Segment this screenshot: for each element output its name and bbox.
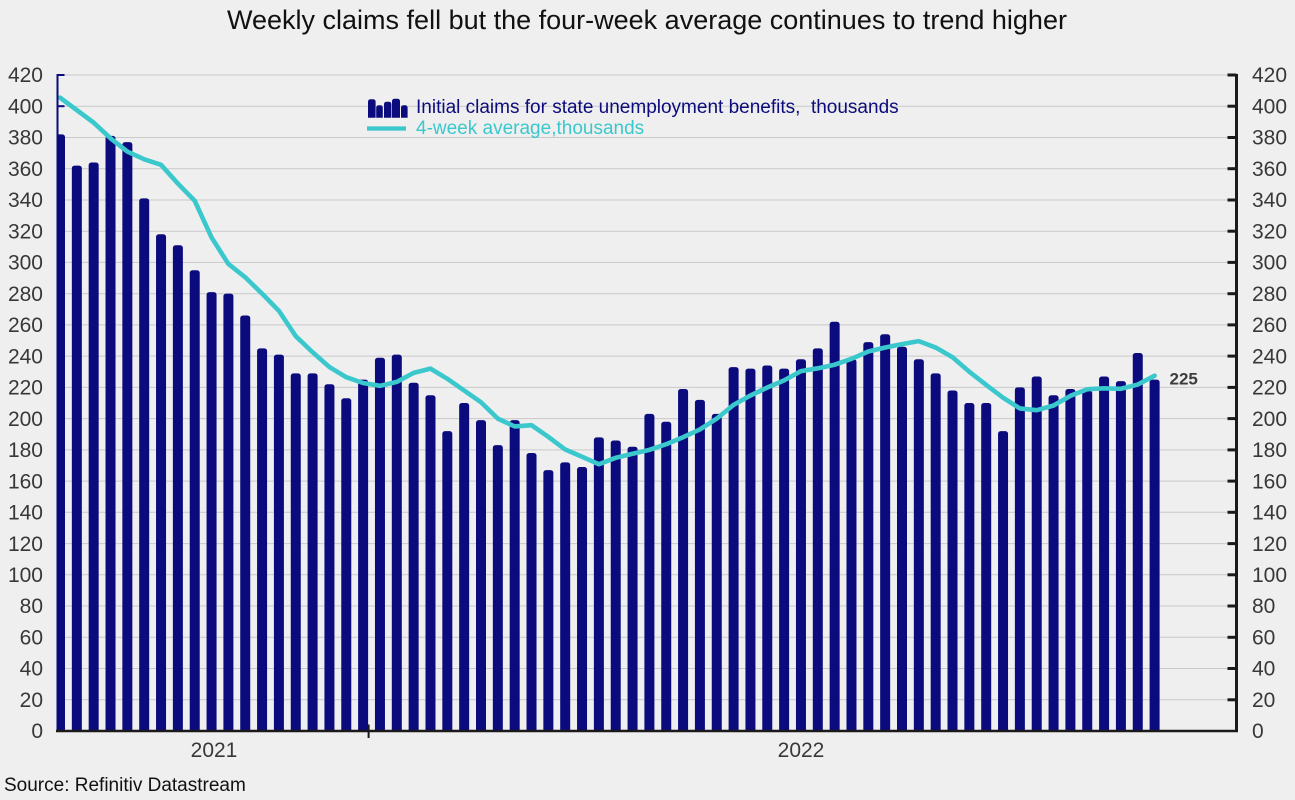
- svg-text:20: 20: [1252, 689, 1275, 712]
- svg-text:Source: Refinitiv Datastream: Source: Refinitiv Datastream: [4, 775, 246, 796]
- svg-text:20: 20: [20, 689, 43, 712]
- svg-text:380: 380: [8, 127, 43, 150]
- svg-text:300: 300: [8, 252, 43, 275]
- svg-text:320: 320: [8, 220, 43, 243]
- svg-text:280: 280: [1252, 283, 1287, 306]
- svg-text:225: 225: [1170, 370, 1198, 389]
- svg-text:40: 40: [1252, 658, 1275, 681]
- svg-text:60: 60: [20, 627, 43, 650]
- svg-text:Initial claims for state unemp: Initial claims for state unemployment be…: [416, 97, 899, 118]
- svg-text:40: 40: [20, 658, 43, 681]
- svg-text:220: 220: [8, 377, 43, 400]
- svg-text:2021: 2021: [191, 739, 238, 762]
- svg-text:80: 80: [1252, 595, 1275, 618]
- svg-text:380: 380: [1252, 127, 1287, 150]
- svg-text:320: 320: [1252, 220, 1287, 243]
- svg-text:200: 200: [8, 408, 43, 431]
- svg-text:120: 120: [8, 533, 43, 556]
- svg-text:100: 100: [8, 564, 43, 587]
- svg-text:300: 300: [1252, 252, 1287, 275]
- svg-text:160: 160: [8, 470, 43, 493]
- svg-text:240: 240: [1252, 345, 1287, 368]
- svg-text:420: 420: [8, 64, 43, 87]
- svg-text:60: 60: [1252, 627, 1275, 650]
- svg-text:360: 360: [1252, 158, 1287, 181]
- svg-text:120: 120: [1252, 533, 1287, 556]
- svg-text:260: 260: [8, 314, 43, 337]
- svg-text:100: 100: [1252, 564, 1287, 587]
- svg-text:340: 340: [8, 189, 43, 212]
- svg-text:140: 140: [1252, 502, 1287, 525]
- svg-text:220: 220: [1252, 377, 1287, 400]
- svg-text:260: 260: [1252, 314, 1287, 337]
- svg-text:0: 0: [1252, 720, 1264, 743]
- svg-text:240: 240: [8, 345, 43, 368]
- svg-text:420: 420: [1252, 64, 1287, 87]
- svg-text:4-week average,thousands: 4-week average,thousands: [416, 118, 644, 139]
- svg-text:280: 280: [8, 283, 43, 306]
- svg-text:360: 360: [8, 158, 43, 181]
- svg-text:Weekly claims fell but the fou: Weekly claims fell but the four-week ave…: [227, 5, 1067, 35]
- svg-text:140: 140: [8, 502, 43, 525]
- svg-text:0: 0: [31, 720, 43, 743]
- svg-text:80: 80: [20, 595, 43, 618]
- svg-text:200: 200: [1252, 408, 1287, 431]
- svg-text:180: 180: [8, 439, 43, 462]
- svg-text:340: 340: [1252, 189, 1287, 212]
- svg-text:400: 400: [1252, 95, 1287, 118]
- svg-text:400: 400: [8, 95, 43, 118]
- svg-text:2022: 2022: [778, 739, 825, 762]
- svg-text:180: 180: [1252, 439, 1287, 462]
- svg-text:160: 160: [1252, 470, 1287, 493]
